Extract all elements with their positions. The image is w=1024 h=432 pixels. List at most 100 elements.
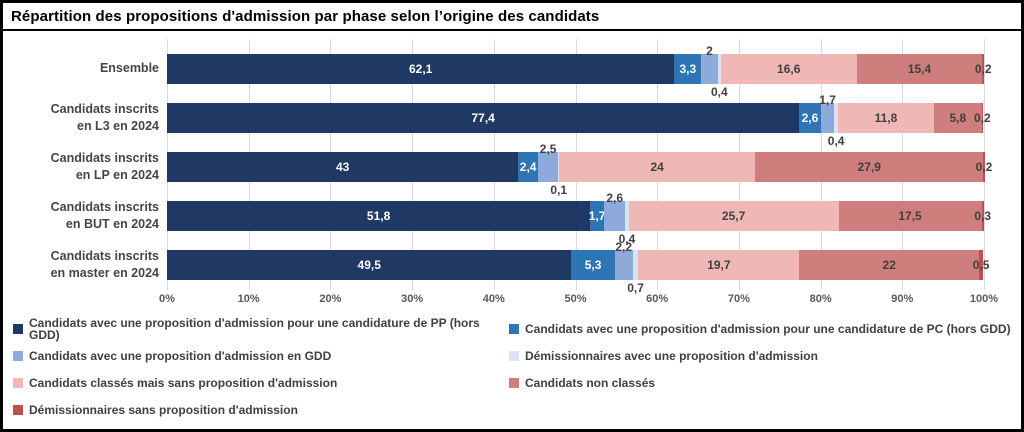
bar-segment	[755, 151, 984, 182]
axis-tick: 40%	[482, 293, 505, 305]
data-label: 0,4	[618, 231, 636, 246]
bar-track: 51,8 1,7 2,6 0,4 25,7 17,5 0,3	[167, 191, 991, 246]
legend-label: Candidats classés mais sans proposition …	[29, 375, 338, 390]
legend-item: Candidats non classés	[509, 369, 1011, 396]
legend-swatch	[13, 404, 23, 415]
axis-tick: 50%	[564, 293, 587, 305]
data-label: 2,4	[519, 159, 537, 174]
data-label: 5,8	[949, 110, 967, 125]
category-label: Candidats inscrits en L3 en 2024	[50, 102, 159, 133]
data-label: 0,2	[975, 159, 993, 174]
axis-tick: 70%	[727, 293, 750, 305]
data-label: 1,7	[819, 92, 836, 107]
axis-tick: 20%	[319, 293, 342, 305]
data-label: 3,3	[679, 61, 697, 76]
legend-label: Candidats non classés	[525, 375, 656, 390]
data-label: 2	[706, 43, 713, 58]
axis-tick: 30%	[401, 293, 424, 305]
legend-item: Démissionnaires sans proposition d'admis…	[13, 396, 509, 423]
category-label: Candidats inscrits en LP en 2024	[50, 151, 159, 182]
bar-segment	[571, 249, 615, 280]
axis-tick: 100%	[969, 293, 999, 305]
legend-label: Candidats avec une proposition d'admissi…	[29, 315, 480, 342]
chart-row: Candidats inscrits en BUT en 2024 51,8 1,7…	[3, 191, 991, 246]
bar-segment	[799, 249, 980, 280]
bar-segment	[558, 151, 560, 182]
legend-item: Candidats classés mais sans proposition …	[13, 369, 509, 396]
bar-segment	[590, 200, 605, 231]
data-label: 24	[650, 159, 664, 174]
legend-item: Démissionnaires avec une proposition d'a…	[509, 342, 1011, 369]
data-label: 0,5	[972, 257, 990, 272]
category-label: Candidats inscrits en master en 2024	[50, 249, 159, 280]
data-label: 51,8	[366, 208, 391, 223]
legend-swatch	[13, 350, 23, 361]
legend: Candidats avec une proposition d'admissi…	[3, 311, 1021, 423]
data-label: 62,1	[408, 61, 433, 76]
chart-row: Candidats inscrits en L3 en 2024 77,4 2,6 1…	[3, 93, 991, 148]
bar-segment	[167, 200, 591, 231]
data-label: 2,5	[539, 141, 557, 156]
bar-track: 43 2,4 2,5 0,1 24 27,9 0,2	[167, 142, 992, 197]
bar-segment	[720, 53, 857, 84]
bar-track: 62,1 3,3 2 0,4 16,6 15,4 0,2	[167, 44, 992, 99]
data-label: 0,3	[974, 208, 992, 223]
bar-segment	[559, 151, 756, 182]
data-label: 22	[882, 257, 896, 272]
data-label: 0,4	[710, 84, 728, 99]
category-label: Ensemble	[99, 61, 159, 76]
data-label: 0,2	[974, 61, 992, 76]
bar-segment	[979, 249, 984, 280]
legend-item: Candidats avec une proposition d'admissi…	[509, 315, 1011, 342]
data-label: 16,6	[777, 61, 801, 76]
bar-segment	[837, 102, 935, 133]
chart-row: Candidats inscrits en master en 2024 49,5…	[3, 240, 990, 295]
category-label: Candidats inscrits en BUT en 2024	[50, 200, 159, 231]
bar-segment	[820, 102, 835, 133]
x-axis: 0% 10% 20% 30% 40% 50% 60% 70% 80% 90% 100%	[159, 293, 998, 309]
bar-segment	[834, 102, 838, 133]
legend-swatch	[509, 350, 519, 361]
bar-segment	[167, 53, 675, 84]
chart-row: Ensemble 62,1 3,3 2 0,4 16,6 15,4 0,2	[3, 44, 992, 99]
bar-segment	[632, 249, 639, 280]
data-label: 11,8	[874, 110, 898, 125]
bar-segment	[838, 200, 982, 231]
bar-segment	[167, 151, 519, 182]
data-label: 2,6	[606, 190, 624, 205]
chart-row: Candidats inscrits en LP en 2024 43 2,4 2,5…	[3, 142, 993, 197]
legend-swatch	[509, 377, 519, 388]
bar-track: 77,4 2,6 1,7 0,4 11,8 5,8 0,2	[167, 93, 991, 148]
legend-label: Démissionnaires avec une proposition d'a…	[525, 348, 818, 363]
data-label: 77,4	[471, 110, 495, 125]
legend-item: Candidats avec une proposition d'admissi…	[13, 315, 509, 342]
axis-tick: 80%	[809, 293, 832, 305]
bar-segment	[983, 151, 985, 182]
data-label: 2,2	[615, 239, 633, 254]
bar-segment	[167, 249, 572, 280]
legend-label: Candidats avec une proposition d'admissi…	[29, 348, 332, 363]
bar-segment	[934, 102, 982, 133]
data-label: 19,7	[707, 257, 731, 272]
data-label: 27,9	[857, 159, 881, 174]
bar-chart: Ensemble 62,1 3,3 2 0,4 16,6 15,4 0,2 Candidats …	[3, 39, 998, 311]
data-label: 2,6	[801, 110, 819, 125]
bar-segment	[799, 102, 821, 133]
bar-track: 49,5 5,3 2,2 0,7 19,7 22 0,5	[167, 240, 989, 295]
axis-tick: 60%	[646, 293, 669, 305]
bar-segment	[625, 200, 629, 231]
axis-tick: 10%	[237, 293, 260, 305]
legend-swatch	[13, 377, 23, 388]
bar-segment	[982, 53, 984, 84]
bar-segment	[604, 200, 626, 231]
data-label: 25,7	[721, 208, 746, 223]
data-label: 0,1	[550, 182, 568, 197]
data-label: 17,5	[898, 208, 922, 223]
legend-label: Démissionnaires sans proposition d'admis…	[29, 402, 298, 417]
bar-segment	[167, 102, 800, 133]
chart-rows: Ensemble 62,1 3,3 2 0,4 16,6 15,4 0,2 Candidats …	[3, 44, 993, 295]
legend-label: Candidats avec une proposition d'admissi…	[525, 321, 1011, 336]
data-label: 15,4	[907, 61, 932, 76]
data-label: 0,7	[627, 280, 644, 295]
